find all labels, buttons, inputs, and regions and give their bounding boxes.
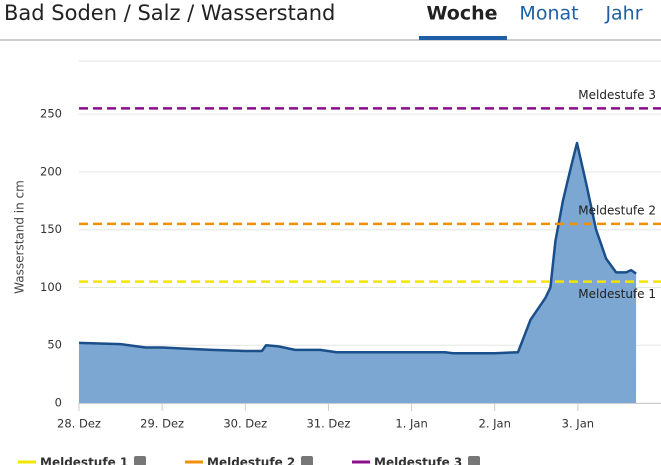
x-tick-label: 1. Jan <box>395 417 427 431</box>
x-tick-label: 30. Dez <box>223 417 267 431</box>
x-tick-label: 2. Jan <box>479 417 511 431</box>
page-title: Bad Soden / Salz / Wasserstand <box>4 1 335 25</box>
y-tick-label: 50 <box>47 338 62 352</box>
x-tick-label: 28. Dez <box>57 417 101 431</box>
legend-label[interactable]: Meldestufe 3 <box>374 456 462 465</box>
y-tick-label: 200 <box>40 164 62 178</box>
legend-checkbox[interactable] <box>134 456 146 465</box>
line <box>78 141 637 355</box>
y-tick-label: 0 <box>55 396 62 410</box>
y-axis-label: Wasserstand in cm <box>13 180 27 294</box>
legend-checkbox[interactable] <box>301 456 313 465</box>
threshold-label: Meldestufe 1 <box>578 287 656 301</box>
threshold-label: Meldestufe 3 <box>578 88 656 102</box>
active-tab-underline <box>419 36 507 40</box>
threshold-label: Meldestufe 2 <box>578 203 656 217</box>
x-tick-label: 31. Dez <box>306 417 350 431</box>
tab[interactable]: Woche <box>426 3 497 25</box>
y-tick-label: 250 <box>40 107 62 121</box>
area <box>79 143 637 403</box>
y-tick-label: 100 <box>40 280 62 294</box>
tab[interactable]: Monat <box>519 3 578 25</box>
legend-checkbox[interactable] <box>468 456 480 465</box>
x-tick-label: 29. Dez <box>140 417 184 431</box>
tab[interactable]: Jahr <box>604 3 642 25</box>
legend-label[interactable]: Meldestufe 1 <box>40 456 128 465</box>
y-tick-label: 150 <box>40 222 62 236</box>
x-tick-label: 3. Jan <box>562 417 594 431</box>
legend-label[interactable]: Meldestufe 2 <box>207 456 295 465</box>
